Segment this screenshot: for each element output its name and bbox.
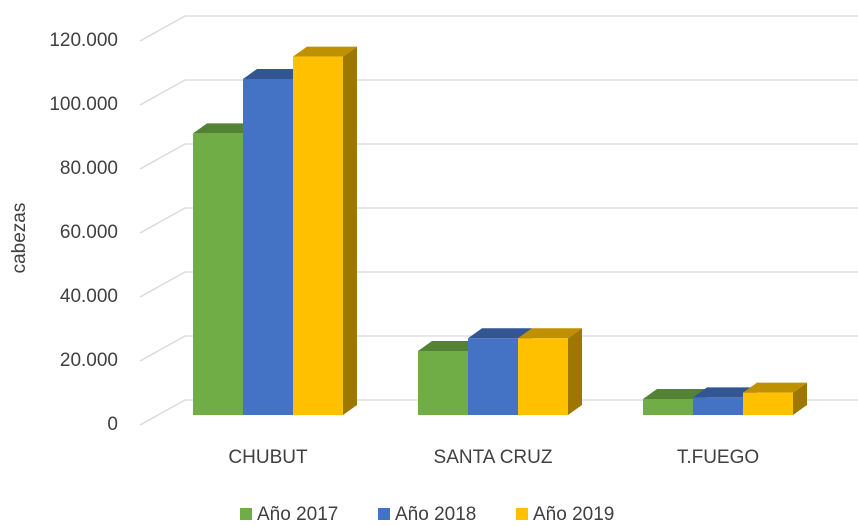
bar-top <box>743 382 807 393</box>
bar <box>243 79 293 415</box>
bar-top <box>293 46 357 57</box>
bar-top <box>193 123 257 134</box>
bar <box>468 338 518 415</box>
bar <box>293 56 343 415</box>
y-tick-label: 20.000 <box>60 350 118 371</box>
grid-line <box>139 79 858 106</box>
bar-side <box>793 382 807 415</box>
bar-top <box>693 387 757 398</box>
bar <box>743 392 793 415</box>
y-tick-label: 60.000 <box>60 222 118 243</box>
legend-swatch <box>240 508 252 520</box>
x-tick-label: SANTA CRUZ <box>434 447 553 468</box>
bar-side <box>568 328 582 415</box>
y-tick-label: 120.000 <box>49 30 118 51</box>
y-tick-label: 40.000 <box>60 286 118 307</box>
bar-top <box>468 328 532 339</box>
grid-line <box>139 399 858 426</box>
grid-line <box>139 271 858 298</box>
bar <box>518 338 568 415</box>
bar-top <box>243 69 307 79</box>
legend-label: Año 2019 <box>533 504 614 525</box>
legend-label: Año 2017 <box>257 504 338 525</box>
legend-swatch <box>378 508 390 520</box>
grid-line <box>139 207 858 234</box>
legend-label: Año 2018 <box>395 504 476 525</box>
bar-top <box>643 389 707 399</box>
grid-line <box>139 143 858 170</box>
bar <box>643 399 693 415</box>
bar <box>693 397 743 415</box>
x-tick-label: CHUBUT <box>228 447 308 468</box>
x-tick-label: T.FUEGO <box>677 447 759 468</box>
grid-line <box>139 15 858 42</box>
bar-top <box>418 341 482 351</box>
y-tick-label: 0 <box>107 414 118 435</box>
y-tick-label: 80.000 <box>60 158 118 179</box>
bar-top <box>518 328 582 339</box>
y-tick-label: 100.000 <box>49 94 118 115</box>
grid-line <box>139 335 858 362</box>
legend-swatch <box>516 508 528 520</box>
y-axis-label: cabezas <box>9 203 30 274</box>
bar <box>418 351 468 415</box>
bar-side <box>343 46 357 415</box>
bar <box>193 133 243 415</box>
